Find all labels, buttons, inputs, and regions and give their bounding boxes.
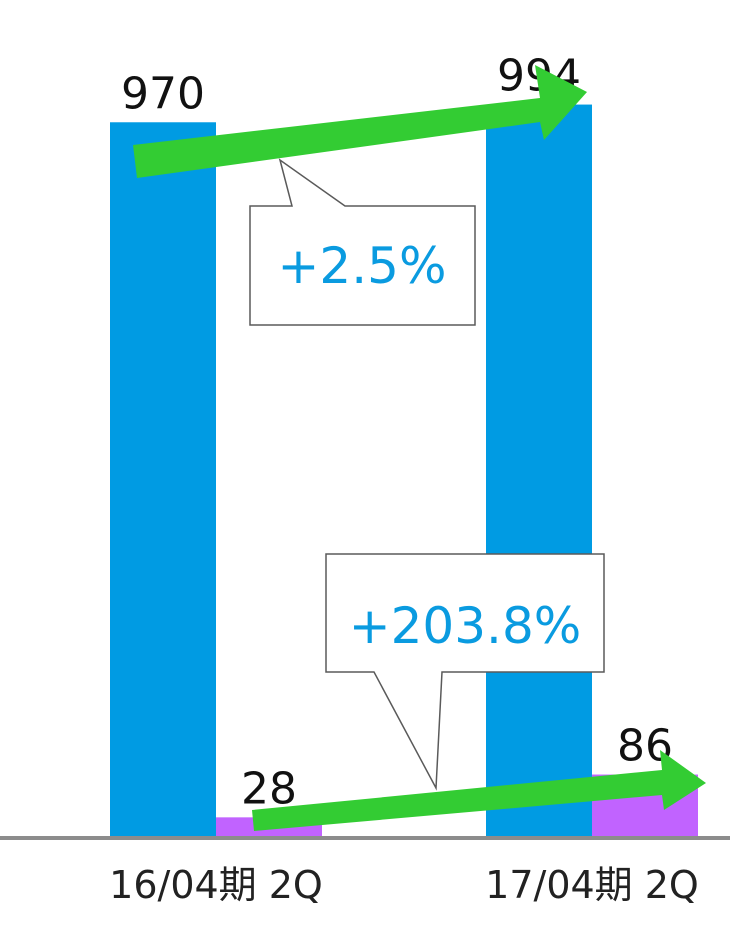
- callout-text-secondary: +203.8%: [349, 597, 582, 655]
- callout-box-primary: [249, 158, 476, 326]
- callout-text-primary: +2.5%: [278, 237, 447, 295]
- category-label-0: 16/04期 2Q: [109, 863, 323, 907]
- growth-callout-secondary: +203.8%: [325, 553, 605, 791]
- value-label-s0-c0: 970: [121, 68, 205, 119]
- growth-arrow-secondary: [252, 750, 706, 831]
- growth-callout-primary: +2.5%: [249, 158, 476, 326]
- value-labels-group: 9702899486: [121, 51, 673, 815]
- bars-group: [110, 104, 698, 838]
- category-labels-group: 16/04期 2Q 17/04期 2Q: [109, 863, 699, 907]
- category-label-1: 17/04期 2Q: [485, 863, 699, 907]
- callout-box-secondary: [325, 553, 605, 791]
- value-label-s1-c0: 28: [241, 763, 297, 814]
- bar-s0-c0: [110, 122, 216, 838]
- growth-arrow-primary: [133, 65, 587, 178]
- bar-s0-c1: [486, 104, 592, 838]
